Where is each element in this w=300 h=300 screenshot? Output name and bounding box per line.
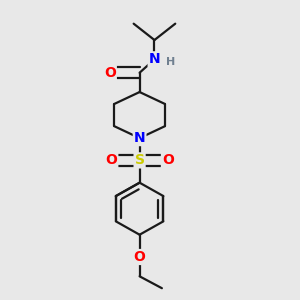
Text: N: N xyxy=(134,131,146,145)
Text: O: O xyxy=(134,250,146,264)
Text: O: O xyxy=(105,153,117,167)
Text: S: S xyxy=(135,153,145,167)
Text: O: O xyxy=(104,66,116,80)
Text: H: H xyxy=(166,57,176,67)
Text: N: N xyxy=(148,52,160,66)
Text: O: O xyxy=(162,153,174,167)
